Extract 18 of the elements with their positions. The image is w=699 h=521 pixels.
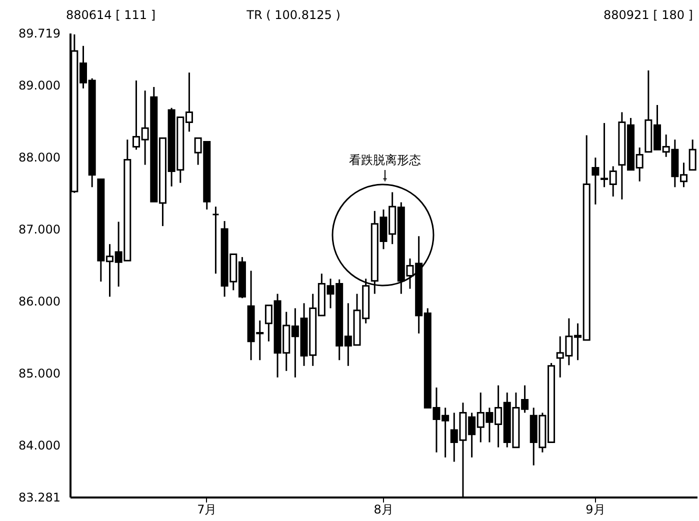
text: 880921 [ 180 ] [603,8,693,22]
y-tick-label: 89.000 [18,78,60,92]
y-tick-label: 84.000 [18,438,60,453]
y-tick-label: 86.000 [18,294,60,309]
y-tick-label: 85.000 [18,366,60,381]
y-tick-label: 89.719 [18,26,60,40]
y-tick-label: 83.281 [18,490,60,504]
candlestick [688,138,696,171]
annotation: 看跌脱离形态 [349,153,421,167]
y-tick-label: 87.000 [18,222,60,236]
text: TR ( 100.8125 ) [246,8,340,22]
candlestick [212,206,220,274]
candlestick [592,156,600,206]
text: 880614 [ 111 ] [66,8,156,22]
x-tick-label: 8月 [374,502,394,516]
y-tick-label: 88.000 [18,150,60,164]
x-tick-label: 9月 [586,502,606,516]
x-tick-label: 7月 [197,502,217,516]
